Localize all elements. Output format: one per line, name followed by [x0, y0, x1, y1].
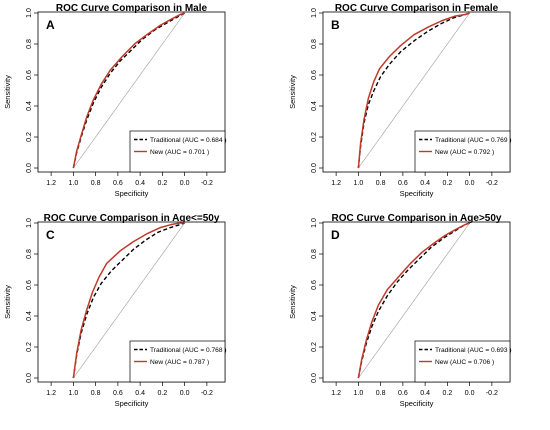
roc-panel-d: ROC Curve Comparison in Age>50y D 0.0 0.2 0.…: [288, 213, 512, 408]
new-roc-curve: [72, 12, 185, 169]
y-tick-label: 0.4: [311, 101, 318, 111]
y-tick-label: 0.4: [26, 311, 33, 321]
panel-label: D: [331, 228, 340, 242]
panel-label: B: [331, 18, 340, 32]
y-tick-label: 0.2: [311, 342, 318, 352]
x-tick-label: 1.2: [46, 390, 56, 397]
y-axis-title: Sensitivity: [288, 75, 297, 109]
y-tick-label: 0.0: [26, 163, 33, 173]
roc-panel-b: ROC Curve Comparison in Female B 0.0 0.2 0.4…: [288, 3, 512, 198]
x-tick-label: 1.2: [46, 180, 56, 187]
legend-label: New (AUC = 0.792 ): [435, 149, 494, 156]
x-tick-label: 0.0: [465, 180, 475, 187]
y-tick-label: 1.0: [311, 218, 318, 228]
y-tick-label: 0.4: [311, 311, 318, 321]
legend-label: Traditional (AUC = 0.768 ): [150, 347, 227, 354]
x-tick-label: 0.6: [113, 180, 123, 187]
x-tick-label: 0.4: [420, 390, 430, 397]
legend-label: Traditional (AUC = 0.769 ): [435, 137, 512, 144]
y-tick-label: 0.8: [26, 249, 33, 259]
x-tick-label: 1.0: [354, 180, 364, 187]
y-tick-label: 0.8: [311, 39, 318, 49]
x-tick-label: 0.4: [135, 390, 145, 397]
x-tick-label: 0.2: [443, 390, 453, 397]
x-tick-label: 0.6: [398, 390, 408, 397]
y-tick-label: 0.2: [26, 342, 33, 352]
reference-diagonal: [358, 222, 470, 379]
x-tick-label: 1.0: [69, 390, 79, 397]
x-tick-label: 1.0: [69, 180, 79, 187]
y-tick-label: 0.0: [311, 163, 318, 173]
x-tick-label: 0.0: [180, 180, 190, 187]
roc-panel-c: ROC Curve Comparison in Age<=50y C 0.0 0.2 0…: [3, 213, 227, 408]
x-tick-label: 0.8: [376, 180, 386, 187]
x-tick-label: 0.8: [91, 180, 101, 187]
panel-label: C: [46, 228, 55, 242]
x-tick-label: -0.2: [486, 390, 498, 397]
traditional-roc-curve: [357, 222, 470, 379]
x-tick-label: 0.4: [420, 180, 430, 187]
x-tick-label: 1.2: [331, 390, 341, 397]
x-tick-label: 0.2: [158, 390, 168, 397]
chart-title: ROC Curve Comparison in Age>50y: [332, 213, 502, 224]
reference-diagonal: [73, 222, 185, 379]
x-tick-label: 0.6: [398, 180, 408, 187]
y-tick-label: 0.6: [26, 70, 33, 80]
y-tick-label: 0.2: [26, 132, 33, 142]
chart-title: ROC Curve Comparison in Male: [56, 3, 208, 14]
x-tick-label: 1.0: [354, 390, 364, 397]
reference-diagonal: [73, 12, 185, 169]
x-tick-label: 0.0: [465, 390, 475, 397]
new-roc-curve: [357, 222, 470, 379]
new-roc-curve: [72, 222, 185, 379]
panel-label: A: [46, 18, 55, 32]
x-tick-label: -0.2: [201, 390, 213, 397]
chart-title: ROC Curve Comparison in Age<=50y: [44, 213, 220, 224]
x-axis-title: Specificity: [115, 399, 149, 408]
y-tick-label: 0.8: [311, 249, 318, 259]
x-tick-label: -0.2: [486, 180, 498, 187]
traditional-roc-curve: [72, 222, 185, 379]
y-tick-label: 0.0: [311, 373, 318, 383]
y-axis-title: Sensitivity: [3, 75, 12, 109]
x-tick-label: 0.6: [113, 390, 123, 397]
y-tick-label: 1.0: [26, 218, 33, 228]
y-tick-label: 0.6: [311, 70, 318, 80]
x-axis-title: Specificity: [400, 189, 434, 198]
x-tick-label: 0.2: [158, 180, 168, 187]
x-tick-label: -0.2: [201, 180, 213, 187]
legend-label: New (AUC = 0.701 ): [150, 149, 209, 156]
x-tick-label: 0.2: [443, 180, 453, 187]
legend-label: New (AUC = 0.706 ): [435, 359, 494, 366]
y-tick-label: 0.2: [311, 132, 318, 142]
x-axis-title: Specificity: [400, 399, 434, 408]
y-tick-label: 0.0: [26, 373, 33, 383]
legend-label: New (AUC = 0.787 ): [150, 359, 209, 366]
x-tick-label: 0.8: [91, 390, 101, 397]
y-tick-label: 1.0: [311, 8, 318, 18]
y-tick-label: 0.8: [26, 39, 33, 49]
x-tick-label: 1.2: [331, 180, 341, 187]
x-tick-label: 0.0: [180, 390, 190, 397]
y-tick-label: 1.0: [26, 8, 33, 18]
chart-title: ROC Curve Comparison in Female: [335, 3, 499, 14]
y-axis-title: Sensitivity: [288, 285, 297, 319]
y-axis-title: Sensitivity: [3, 285, 12, 319]
y-tick-label: 0.4: [26, 101, 33, 111]
y-tick-label: 0.6: [311, 280, 318, 290]
x-tick-label: 0.4: [135, 180, 145, 187]
x-tick-label: 0.8: [376, 390, 386, 397]
reference-diagonal: [358, 12, 470, 169]
legend-label: Traditional (AUC = 0.693 ): [435, 347, 512, 354]
legend-label: Traditional (AUC = 0.684 ): [150, 137, 227, 144]
x-axis-title: Specificity: [115, 189, 149, 198]
y-tick-label: 0.6: [26, 280, 33, 290]
new-roc-curve: [357, 12, 470, 169]
